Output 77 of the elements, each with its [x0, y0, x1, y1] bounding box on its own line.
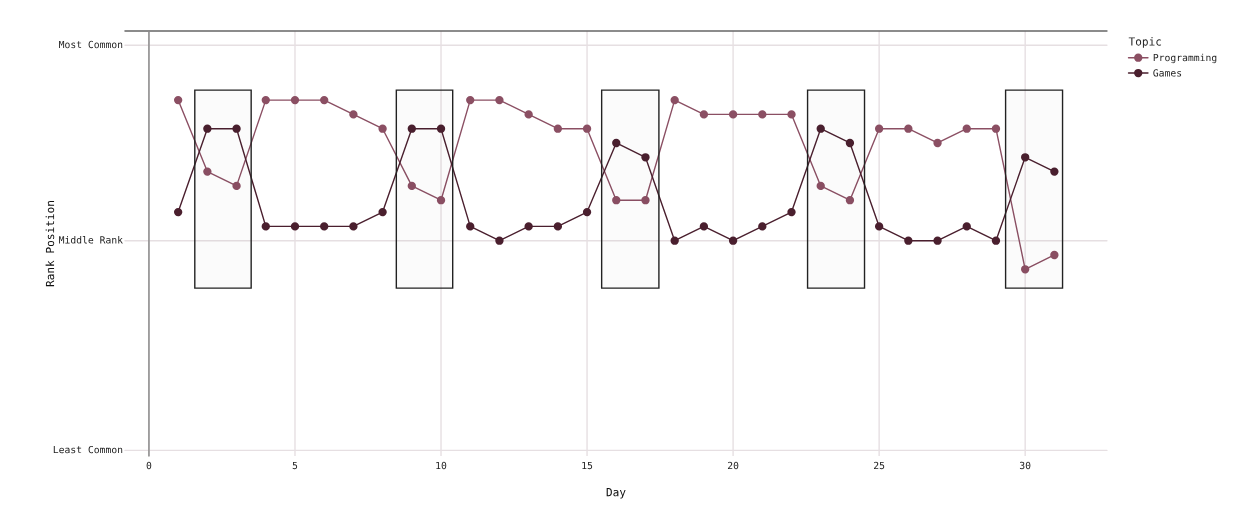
ref-line-label: Middle Rank — [59, 235, 123, 244]
point — [261, 222, 270, 231]
point — [991, 124, 1001, 133]
ref-line-label: Least Common — [53, 445, 123, 454]
point — [641, 196, 650, 205]
legend-label: Programming — [1153, 53, 1217, 64]
point — [466, 95, 475, 105]
point — [1021, 153, 1030, 162]
point — [699, 222, 709, 231]
point — [436, 196, 446, 205]
point — [991, 236, 1001, 245]
point — [612, 196, 621, 205]
point — [904, 236, 913, 245]
point — [1050, 167, 1059, 176]
point — [553, 124, 563, 133]
point — [758, 110, 767, 119]
point — [641, 153, 650, 162]
ref-line-label: Most Common — [59, 40, 123, 49]
point — [1050, 250, 1059, 260]
point — [582, 124, 592, 133]
legend-title: Topic — [1128, 37, 1162, 48]
point — [407, 124, 416, 133]
point — [290, 222, 300, 231]
point — [261, 95, 270, 105]
x-tick-label: 25 — [874, 461, 885, 470]
point — [349, 222, 358, 231]
x-axis-title: Day — [606, 488, 626, 499]
point — [349, 110, 358, 119]
text: Rank Position — [45, 201, 55, 287]
x-tick-label: 15 — [582, 461, 593, 470]
point — [436, 124, 446, 133]
point — [933, 236, 942, 245]
point — [1021, 265, 1030, 274]
point — [320, 222, 329, 231]
point — [699, 110, 709, 119]
point — [320, 95, 329, 105]
point — [495, 95, 504, 105]
point — [173, 207, 183, 217]
point — [816, 181, 825, 191]
x-tick-label: 10 — [436, 461, 447, 470]
point — [232, 124, 241, 133]
point — [378, 124, 387, 133]
point — [728, 110, 738, 119]
x-tick-label: 30 — [1019, 461, 1031, 470]
point — [407, 181, 416, 191]
point — [495, 236, 504, 245]
point — [962, 222, 971, 231]
legend-label: Games — [1153, 69, 1182, 77]
point — [845, 196, 855, 205]
point — [933, 138, 942, 148]
x-tick-label: 5 — [292, 461, 298, 470]
point — [466, 222, 475, 231]
point — [904, 124, 913, 133]
point — [524, 222, 533, 231]
point — [203, 124, 212, 133]
point — [553, 222, 563, 231]
point — [874, 222, 884, 231]
point — [232, 181, 241, 191]
point — [173, 95, 183, 105]
point — [524, 110, 533, 119]
point — [787, 110, 796, 119]
point — [378, 207, 387, 217]
point — [758, 222, 767, 231]
point — [845, 138, 855, 148]
point — [787, 207, 796, 217]
point — [670, 95, 679, 105]
point — [962, 124, 971, 133]
point — [612, 138, 621, 148]
point — [582, 207, 592, 217]
point — [874, 124, 884, 133]
point — [670, 236, 679, 245]
point — [728, 236, 738, 245]
x-tick-label: 0 — [146, 461, 152, 470]
point — [203, 167, 212, 176]
point — [290, 95, 300, 105]
x-tick-label: 20 — [727, 461, 739, 470]
point — [816, 124, 825, 133]
